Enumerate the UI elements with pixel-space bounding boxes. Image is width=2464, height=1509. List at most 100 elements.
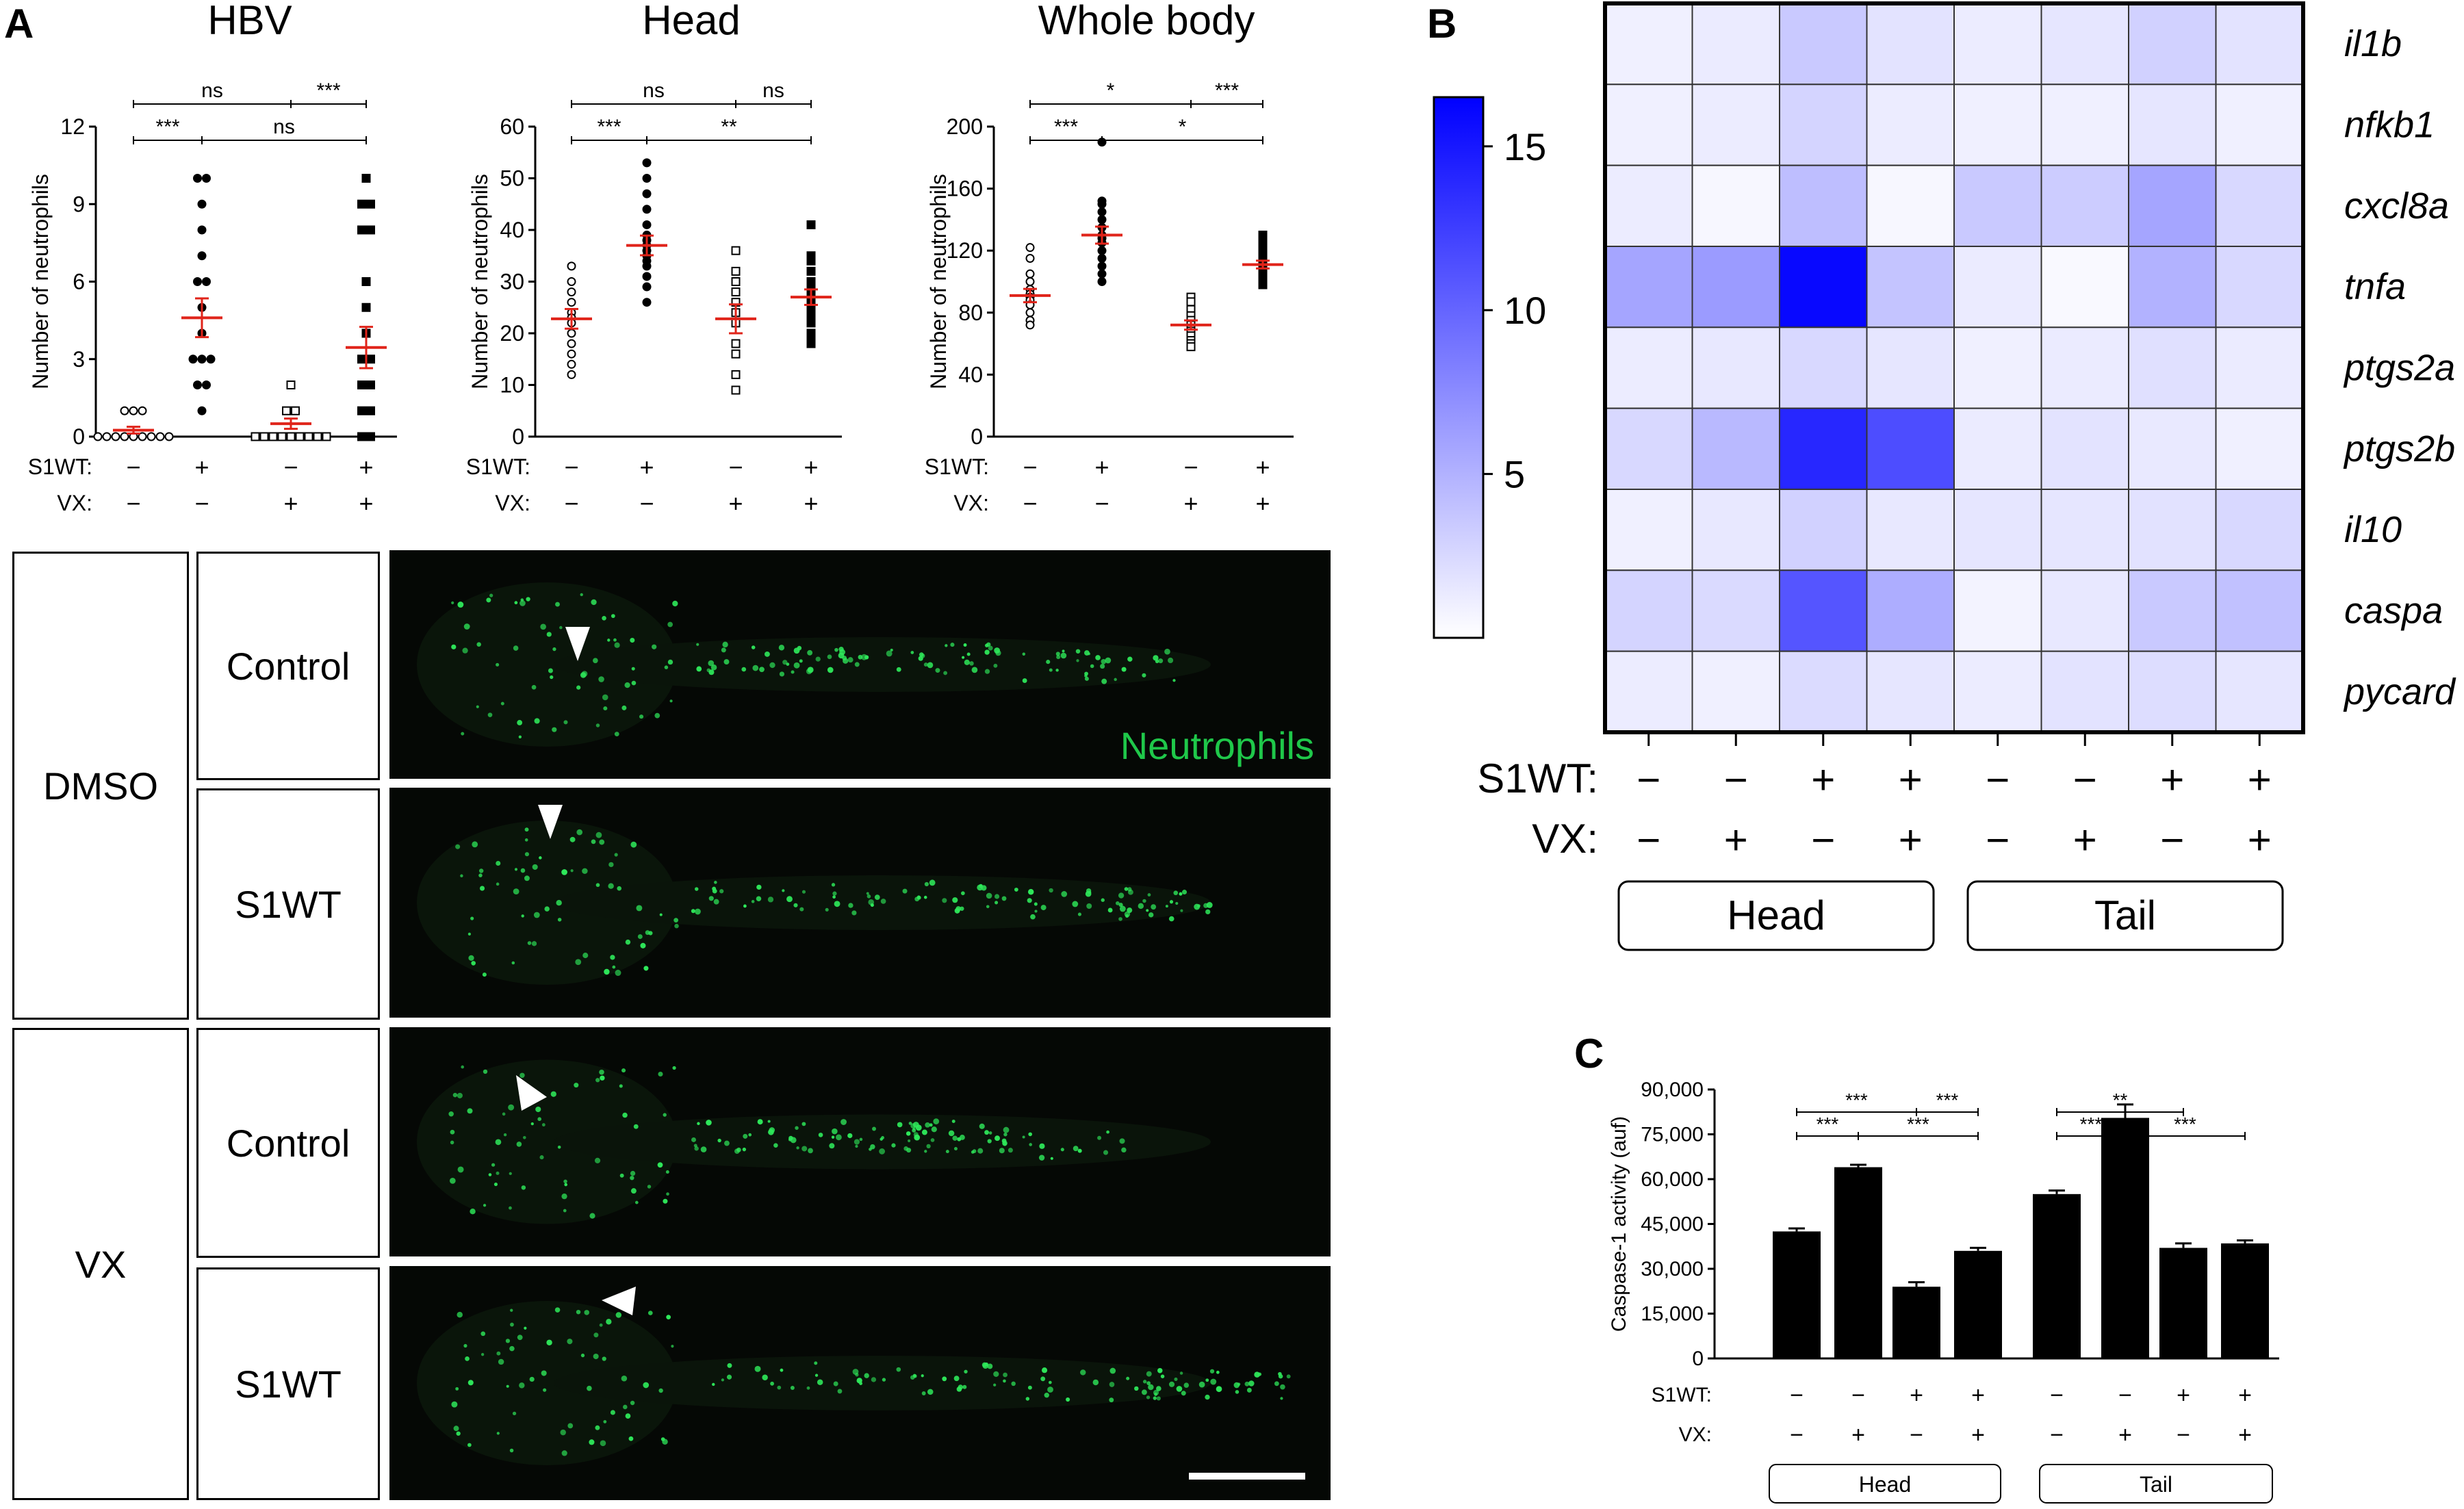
neutrophil bbox=[1027, 888, 1034, 895]
y-tick-label: 40 bbox=[500, 218, 524, 242]
neutrophil bbox=[799, 907, 804, 912]
neutrophil bbox=[713, 899, 719, 905]
gene-label: cxcl8a bbox=[2344, 185, 2449, 227]
neutrophil bbox=[608, 883, 614, 889]
neutrophil bbox=[500, 701, 504, 706]
neutrophil bbox=[674, 923, 679, 929]
neutrophil bbox=[945, 1150, 949, 1154]
neutrophil bbox=[503, 1133, 507, 1137]
neutrophil bbox=[861, 654, 867, 660]
heatmap-cell bbox=[1953, 407, 2042, 491]
neutrophil bbox=[1109, 1367, 1116, 1374]
micrograph-vx-control bbox=[389, 1027, 1331, 1256]
data-point bbox=[202, 381, 211, 389]
data-point bbox=[642, 272, 652, 281]
neutrophil bbox=[576, 1309, 581, 1315]
neutrophil bbox=[672, 1066, 676, 1070]
neutrophil bbox=[448, 1111, 454, 1117]
neutrophil bbox=[610, 1410, 615, 1415]
data-point bbox=[366, 406, 375, 415]
neutrophil bbox=[1151, 904, 1157, 910]
data-point bbox=[806, 339, 816, 348]
data-point bbox=[567, 349, 576, 359]
neutrophil bbox=[541, 1123, 546, 1127]
neutrophil bbox=[457, 1311, 463, 1318]
neutrophil bbox=[467, 932, 472, 936]
neutrophil bbox=[712, 888, 717, 894]
micrograph-dmso-control: Neutrophils bbox=[389, 550, 1331, 779]
heatmap-cell bbox=[1953, 569, 2042, 652]
neutrophil bbox=[505, 1339, 511, 1343]
vx-sign: − bbox=[2050, 1422, 2064, 1448]
neutrophil bbox=[919, 652, 924, 657]
neutrophil bbox=[994, 901, 999, 905]
neutrophil bbox=[924, 881, 929, 887]
neutrophil bbox=[929, 879, 936, 886]
neutrophil bbox=[742, 1147, 747, 1152]
micrograph-vx-s1wt bbox=[389, 1266, 1331, 1500]
neutrophil bbox=[472, 841, 478, 848]
bar bbox=[1892, 1287, 1940, 1358]
neutrophil bbox=[886, 650, 893, 657]
neutrophil bbox=[1115, 901, 1120, 905]
neutrophil bbox=[479, 886, 485, 891]
neutrophil bbox=[559, 625, 563, 630]
neutrophil bbox=[1286, 1374, 1291, 1379]
neutrophil bbox=[871, 1377, 877, 1382]
data-point bbox=[1186, 342, 1196, 352]
caspase-bar-chart: 0 15,000 30,000 45,000 60,000 75,000 90,000 Cas… bbox=[1602, 1027, 2341, 1506]
data-point bbox=[642, 298, 652, 307]
data-point bbox=[313, 432, 322, 441]
neutrophil bbox=[779, 671, 785, 677]
neutrophil bbox=[897, 1122, 903, 1128]
heatmap-cell bbox=[2040, 3, 2129, 86]
neutrophil bbox=[957, 1137, 962, 1142]
neutrophil bbox=[569, 836, 576, 842]
significance-label: ns bbox=[643, 79, 665, 102]
gene-label: ptgs2b bbox=[2343, 428, 2455, 469]
s1wt-row-label: S1WT: bbox=[1477, 756, 1598, 801]
neutrophil bbox=[721, 647, 726, 653]
data-point bbox=[188, 354, 198, 364]
neutrophil bbox=[482, 972, 487, 977]
neutrophil bbox=[576, 685, 581, 690]
neutrophil bbox=[952, 1135, 958, 1141]
neutrophil bbox=[555, 602, 560, 607]
neutrophil bbox=[630, 841, 637, 848]
neutrophil bbox=[461, 732, 465, 736]
neutrophil bbox=[510, 1322, 514, 1327]
neutrophil bbox=[529, 1376, 535, 1382]
neutrophil bbox=[663, 1113, 667, 1117]
neutrophil bbox=[1077, 912, 1081, 916]
significance-label: *** bbox=[1907, 1113, 1929, 1135]
neutrophil bbox=[1003, 1379, 1006, 1383]
vx-sign: + bbox=[1724, 817, 1748, 863]
neutrophil bbox=[567, 1423, 574, 1429]
neutrophil bbox=[510, 1308, 513, 1312]
neutrophil bbox=[514, 868, 518, 871]
significance-label: *** bbox=[1817, 1113, 1839, 1135]
neutrophil bbox=[999, 1148, 1005, 1154]
neutrophil bbox=[1233, 1382, 1240, 1389]
neutrophil bbox=[631, 667, 635, 671]
neutrophil bbox=[584, 1310, 589, 1315]
neutrophil bbox=[960, 906, 964, 911]
neutrophil bbox=[1109, 1397, 1114, 1403]
neutrophil bbox=[495, 1139, 502, 1146]
neutrophil bbox=[708, 660, 715, 667]
neutrophil bbox=[600, 1075, 605, 1081]
neutrophil bbox=[1003, 1372, 1008, 1378]
y-tick-label: 10 bbox=[500, 373, 524, 398]
s1wt-sign: + bbox=[2177, 1382, 2190, 1408]
data-point bbox=[366, 381, 375, 389]
data-point bbox=[193, 277, 202, 286]
neutrophil bbox=[1205, 1394, 1210, 1400]
data-point bbox=[295, 432, 305, 441]
larva-head-outline bbox=[417, 1301, 677, 1465]
data-point bbox=[164, 432, 174, 441]
neutrophil bbox=[478, 873, 483, 877]
neutrophil bbox=[1148, 1384, 1154, 1391]
data-point bbox=[259, 432, 269, 441]
neutrophil bbox=[489, 593, 493, 597]
larva-trunk-outline bbox=[554, 1114, 1211, 1170]
